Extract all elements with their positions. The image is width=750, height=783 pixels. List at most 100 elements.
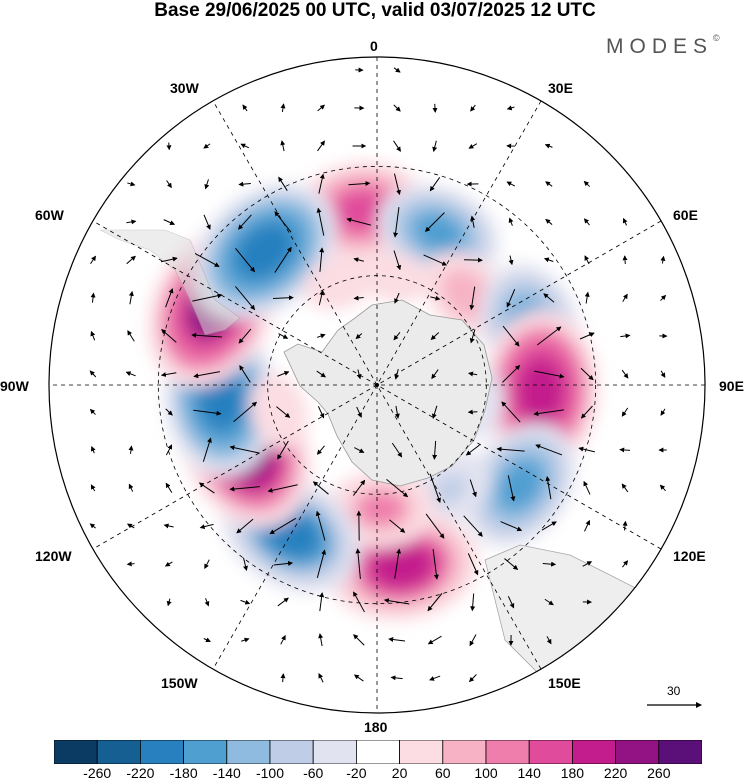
wind-vector bbox=[274, 246, 292, 273]
anomaly-center-17-level-3 bbox=[266, 396, 291, 427]
wind-vector bbox=[240, 143, 250, 149]
wind-vector bbox=[389, 519, 406, 533]
wind-vector bbox=[543, 293, 555, 303]
wind-vector bbox=[393, 140, 401, 152]
wind-vector bbox=[506, 288, 516, 308]
wind-vector bbox=[127, 330, 135, 342]
wind-vector bbox=[318, 633, 324, 647]
wind-vector bbox=[659, 484, 666, 492]
wind-vector bbox=[318, 673, 324, 683]
wind-vector bbox=[502, 364, 521, 383]
wind-vector bbox=[166, 598, 172, 607]
wind-vector bbox=[533, 409, 564, 416]
wind-vector bbox=[582, 561, 593, 567]
modes-logo: MODES© bbox=[606, 33, 720, 59]
wind-vector bbox=[194, 253, 220, 267]
wind-vector bbox=[126, 561, 135, 567]
lon-label-30e: 30E bbox=[548, 80, 573, 96]
wind-vector bbox=[353, 295, 364, 301]
wind-vector bbox=[579, 332, 595, 340]
wind-vector bbox=[393, 104, 401, 112]
wind-vector bbox=[622, 293, 628, 302]
wind-vector bbox=[432, 549, 439, 580]
wind-vector bbox=[469, 329, 476, 344]
wind-vector bbox=[164, 561, 173, 567]
colorbar-cell bbox=[528, 740, 573, 764]
wind-vector bbox=[660, 370, 666, 378]
wind-vector bbox=[163, 219, 176, 225]
colorbar-tick-label: 100 bbox=[474, 765, 498, 781]
wind-vector bbox=[318, 290, 325, 306]
wind-vector bbox=[280, 673, 286, 683]
wind-vector bbox=[584, 255, 590, 265]
wind-vector bbox=[348, 181, 371, 187]
wind-vector bbox=[584, 519, 591, 532]
wind-vector bbox=[622, 217, 628, 226]
wind-vector bbox=[204, 559, 210, 570]
wind-vector bbox=[535, 444, 563, 456]
wind-vector bbox=[356, 369, 362, 380]
wind-vector bbox=[128, 290, 134, 305]
colorbar bbox=[54, 740, 702, 764]
wind-vector bbox=[536, 326, 562, 346]
colorbar-tick-label: 180 bbox=[560, 765, 585, 781]
colorbar-tick-label: -180 bbox=[169, 765, 198, 781]
wind-vector bbox=[424, 212, 445, 232]
colorbar-tick-label: -220 bbox=[126, 765, 155, 781]
wind-vector bbox=[430, 295, 441, 301]
wind-vector bbox=[229, 445, 260, 454]
wind-vector bbox=[90, 292, 96, 303]
colorbar-tick-label: -260 bbox=[83, 765, 112, 781]
wind-vector bbox=[394, 292, 400, 304]
lon-label-0: 0 bbox=[370, 38, 378, 54]
wind-vector bbox=[506, 181, 516, 187]
wind-vector bbox=[235, 286, 256, 311]
wind-vector bbox=[355, 548, 361, 579]
wind-vector bbox=[203, 214, 211, 230]
wind-vector bbox=[238, 328, 252, 344]
wind-vector bbox=[193, 409, 222, 416]
wind-vector bbox=[383, 598, 410, 605]
wind-vector bbox=[353, 257, 364, 263]
wind-vector bbox=[544, 598, 554, 606]
wind-vector bbox=[622, 255, 628, 264]
wind-vector bbox=[166, 142, 172, 151]
wind-vector bbox=[580, 367, 594, 381]
wind-vector bbox=[660, 255, 666, 264]
wind-vector bbox=[470, 104, 476, 112]
wind-vector bbox=[277, 597, 289, 607]
wind-vector bbox=[506, 105, 515, 111]
wind-vector bbox=[619, 447, 631, 453]
wind-vector bbox=[163, 523, 174, 529]
wind-vector bbox=[280, 140, 286, 152]
reference-vector-arrow bbox=[647, 702, 702, 708]
parallel-circle bbox=[157, 165, 597, 605]
wind-vector bbox=[542, 561, 557, 567]
colorbar-cell bbox=[226, 740, 271, 764]
wind-vector bbox=[431, 405, 438, 419]
wind-vector bbox=[386, 478, 409, 498]
wind-vector bbox=[393, 331, 401, 341]
wind-vector bbox=[280, 634, 286, 645]
wind-vector bbox=[621, 407, 629, 417]
wind-vector bbox=[583, 480, 591, 495]
colorbar-cell bbox=[355, 740, 400, 764]
wind-vector bbox=[203, 143, 211, 149]
anomaly-center-6-level-3 bbox=[433, 474, 467, 505]
colorbar-tick-label: -100 bbox=[255, 765, 285, 781]
wind-vector bbox=[545, 476, 552, 500]
wind-vector bbox=[277, 370, 290, 377]
wind-vector bbox=[356, 406, 362, 418]
wind-vector bbox=[469, 286, 476, 311]
wind-vector bbox=[346, 217, 372, 226]
wind-vector bbox=[584, 291, 590, 304]
wind-vector bbox=[160, 372, 177, 378]
wind-vector bbox=[504, 558, 519, 570]
colorbar-cell bbox=[485, 740, 530, 764]
wind-vector bbox=[204, 598, 210, 607]
wind-vector bbox=[274, 211, 292, 233]
colorbar-cell bbox=[442, 740, 487, 764]
wind-vector bbox=[468, 143, 478, 149]
anomaly-center-13-level-3 bbox=[235, 223, 294, 279]
